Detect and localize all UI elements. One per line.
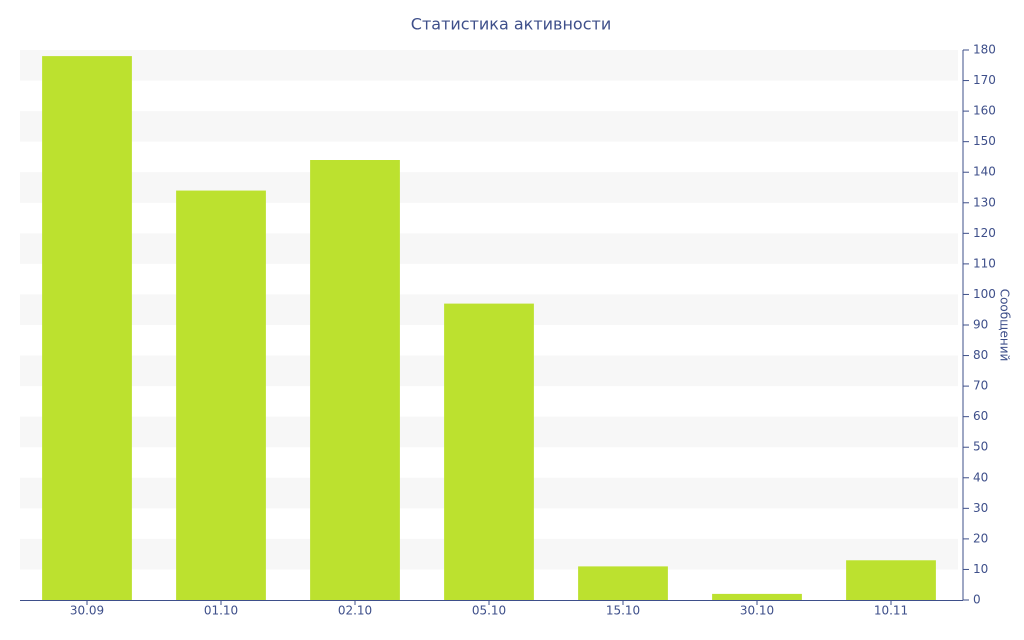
x-tick-label: 02.10 — [338, 604, 372, 618]
y-tick-label: 120 — [973, 226, 996, 240]
grid-band — [20, 172, 958, 203]
bar — [176, 190, 266, 601]
y-tick-label: 130 — [973, 195, 996, 209]
x-tick-label: 30.09 — [70, 604, 104, 618]
y-tick-label: 80 — [973, 348, 988, 362]
grid-band — [20, 111, 958, 142]
bar — [42, 56, 132, 601]
y-tick-label: 90 — [973, 318, 988, 332]
y-tick-label: 70 — [973, 379, 988, 393]
y-tick-label: 160 — [973, 104, 996, 118]
y-tick-label: 140 — [973, 165, 996, 179]
y-tick-label: 150 — [973, 134, 996, 148]
y-tick-label: 50 — [973, 440, 988, 454]
bar — [578, 566, 668, 600]
y-tick-label: 20 — [973, 531, 988, 545]
y-tick-label: 60 — [973, 409, 988, 423]
bar — [712, 593, 802, 600]
bar — [310, 160, 400, 600]
y-tick-label: 10 — [973, 562, 988, 576]
x-tick-label: 01.10 — [204, 604, 238, 618]
x-tick-label: 10.11 — [874, 604, 908, 618]
bar — [444, 303, 534, 600]
y-axis-label: Сообщений — [998, 289, 1012, 362]
bar — [846, 560, 936, 600]
x-tick-label: 15.10 — [606, 604, 640, 618]
y-tick-label: 170 — [973, 73, 996, 87]
y-tick-label: 40 — [973, 470, 988, 484]
y-tick-label: 0 — [973, 593, 981, 607]
y-tick-label: 180 — [973, 43, 996, 57]
grid-band — [20, 50, 958, 81]
y-tick-label: 110 — [973, 256, 996, 270]
y-tick-label: 30 — [973, 501, 988, 515]
y-tick-label: 100 — [973, 287, 996, 301]
chart-title: Статистика активности — [411, 15, 611, 34]
x-tick-label: 05.10 — [472, 604, 506, 618]
grid-band — [20, 233, 958, 264]
x-tick-label: 30.10 — [740, 604, 774, 618]
